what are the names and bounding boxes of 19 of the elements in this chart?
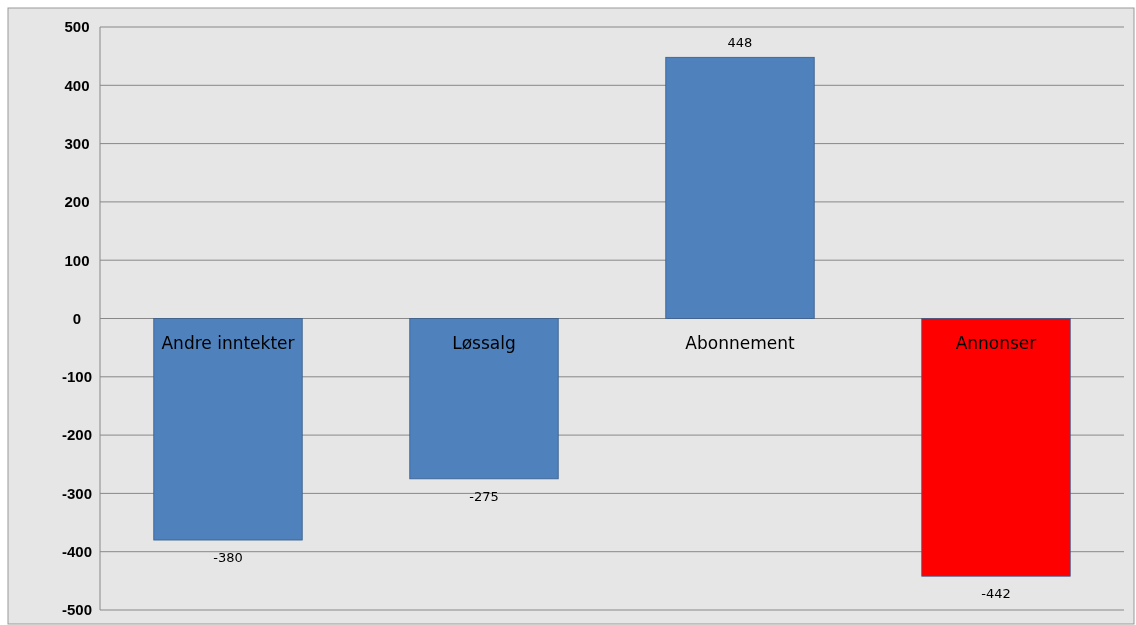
x-tick-label: Abonnement	[685, 332, 795, 353]
y-tick-label: -400	[61, 543, 93, 560]
data-label: -380	[213, 550, 243, 566]
y-tick-label: -500	[61, 601, 93, 619]
data-label: -442	[981, 586, 1011, 602]
x-tick-label: Andre inntekter	[161, 332, 295, 353]
y-tick-label: 0	[72, 309, 82, 327]
y-tick-label: 500	[64, 18, 90, 36]
data-label: -275	[469, 488, 499, 504]
x-tick-label: Løssalg	[452, 332, 516, 353]
y-tick-label: 200	[64, 193, 90, 211]
y-tick-label: 300	[64, 134, 90, 152]
y-tick-label: 400	[64, 76, 90, 94]
y-tick-label: 100	[64, 251, 90, 269]
y-tick-label: -200	[61, 426, 93, 444]
y-tick-label: -300	[61, 484, 93, 502]
data-label: 448	[727, 35, 753, 51]
y-tick-label: -100	[61, 368, 93, 386]
x-tick-label: Annonser	[955, 332, 1037, 353]
